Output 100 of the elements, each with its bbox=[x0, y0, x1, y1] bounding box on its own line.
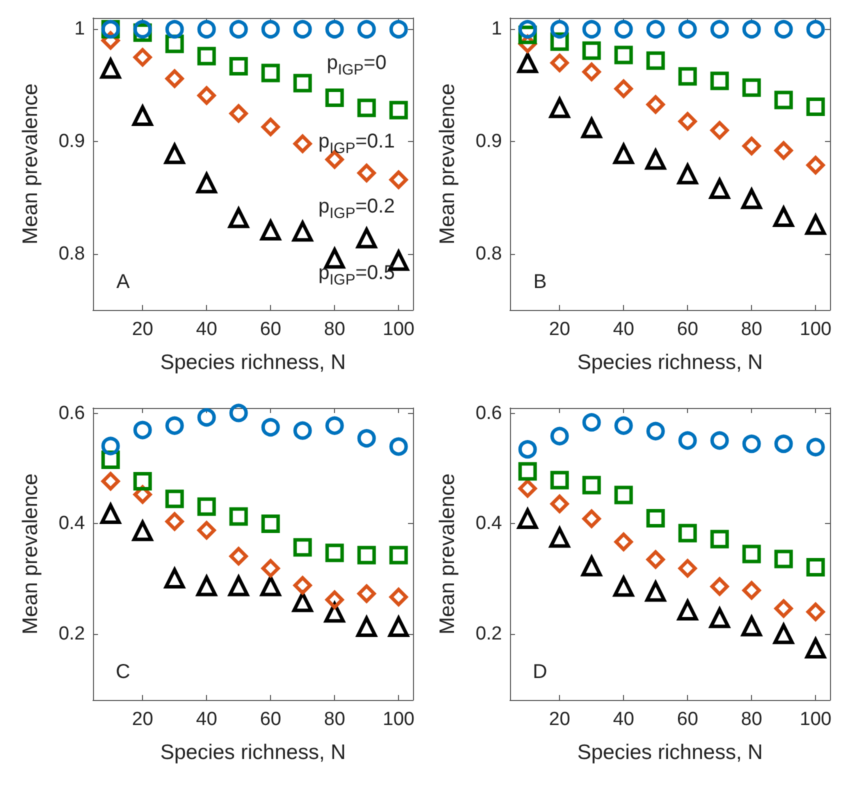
point bbox=[292, 592, 313, 612]
point bbox=[518, 462, 537, 481]
point bbox=[261, 20, 280, 38]
point bbox=[133, 20, 152, 38]
y-tick-label: 1 bbox=[491, 18, 502, 40]
point bbox=[325, 544, 344, 562]
point bbox=[197, 497, 216, 516]
point bbox=[261, 118, 280, 136]
x-tick-label: 80 bbox=[741, 709, 762, 730]
point bbox=[806, 602, 825, 622]
point bbox=[389, 437, 408, 456]
point bbox=[197, 20, 216, 38]
point bbox=[742, 78, 761, 97]
point bbox=[389, 100, 408, 120]
x-axis-title: Species richness, N bbox=[160, 351, 346, 374]
point bbox=[518, 440, 537, 459]
point bbox=[517, 52, 538, 74]
x-tick-label: 20 bbox=[549, 319, 570, 340]
point bbox=[678, 559, 697, 578]
point bbox=[293, 576, 312, 595]
point bbox=[261, 514, 280, 533]
x-tick-label: 80 bbox=[324, 709, 346, 730]
y-tick-label: 0.2 bbox=[58, 623, 85, 644]
x-tick-label: 60 bbox=[677, 319, 698, 340]
point bbox=[261, 418, 280, 437]
point bbox=[293, 20, 312, 38]
y-tick-label: 0.6 bbox=[58, 403, 85, 424]
point bbox=[710, 530, 729, 548]
y-tick-label: 0.9 bbox=[58, 131, 85, 152]
point bbox=[710, 431, 729, 450]
point bbox=[646, 20, 665, 38]
point bbox=[357, 429, 376, 448]
x-tick-label: 40 bbox=[196, 319, 218, 340]
y-tick-label: 1 bbox=[74, 18, 85, 40]
y-tick-label: 0.9 bbox=[476, 131, 502, 152]
point bbox=[678, 524, 697, 542]
point bbox=[165, 512, 184, 531]
point bbox=[356, 616, 377, 637]
point bbox=[165, 69, 184, 88]
point bbox=[806, 438, 825, 456]
x-tick-label: 20 bbox=[549, 709, 570, 730]
point bbox=[325, 590, 344, 609]
point bbox=[614, 532, 633, 552]
point bbox=[645, 581, 666, 602]
y-axis-title: Mean prevalence bbox=[436, 83, 459, 245]
point bbox=[742, 434, 761, 454]
point bbox=[646, 422, 665, 440]
x-tick-label: 20 bbox=[132, 319, 154, 340]
y-tick-label: 0.4 bbox=[58, 513, 86, 534]
point bbox=[550, 494, 569, 514]
point bbox=[677, 164, 698, 184]
point bbox=[774, 434, 793, 454]
point bbox=[646, 51, 665, 70]
y-axis-title: Mean prevalence bbox=[19, 473, 42, 635]
annotation: C bbox=[116, 661, 130, 683]
point bbox=[229, 507, 248, 526]
point bbox=[806, 97, 825, 116]
x-tick-label: 60 bbox=[260, 709, 282, 730]
point bbox=[742, 136, 761, 156]
point bbox=[357, 98, 376, 118]
point bbox=[101, 472, 120, 491]
point bbox=[229, 546, 248, 566]
x-tick-label: 80 bbox=[741, 319, 762, 340]
point bbox=[805, 638, 826, 658]
point bbox=[229, 104, 248, 123]
y-tick-label: 0.2 bbox=[476, 623, 502, 644]
point bbox=[805, 214, 826, 235]
point bbox=[229, 20, 248, 38]
point bbox=[293, 538, 312, 557]
point bbox=[677, 600, 698, 620]
point bbox=[197, 521, 216, 540]
point bbox=[325, 88, 344, 107]
x-tick-label: 100 bbox=[382, 709, 414, 730]
y-tick-label: 0.4 bbox=[476, 513, 502, 534]
point bbox=[774, 20, 793, 38]
x-tick-label: 100 bbox=[382, 319, 414, 340]
point bbox=[582, 476, 601, 494]
point bbox=[581, 556, 602, 576]
point bbox=[133, 472, 152, 491]
point bbox=[806, 156, 825, 174]
point bbox=[646, 95, 665, 114]
point bbox=[132, 105, 153, 126]
point bbox=[774, 599, 793, 618]
x-tick-label: 100 bbox=[800, 709, 832, 730]
point bbox=[133, 48, 152, 67]
point bbox=[197, 46, 216, 66]
annotation: B bbox=[533, 271, 547, 293]
point bbox=[100, 58, 121, 79]
point bbox=[518, 479, 537, 498]
point bbox=[614, 486, 633, 504]
point bbox=[389, 170, 408, 189]
point bbox=[325, 416, 344, 435]
point bbox=[806, 558, 825, 576]
point bbox=[710, 72, 729, 90]
point bbox=[614, 46, 633, 64]
point bbox=[518, 20, 537, 38]
point bbox=[710, 577, 729, 596]
y-tick-label: 0.8 bbox=[58, 243, 85, 264]
point bbox=[165, 20, 184, 38]
y-tick-label: 0.8 bbox=[476, 243, 502, 264]
